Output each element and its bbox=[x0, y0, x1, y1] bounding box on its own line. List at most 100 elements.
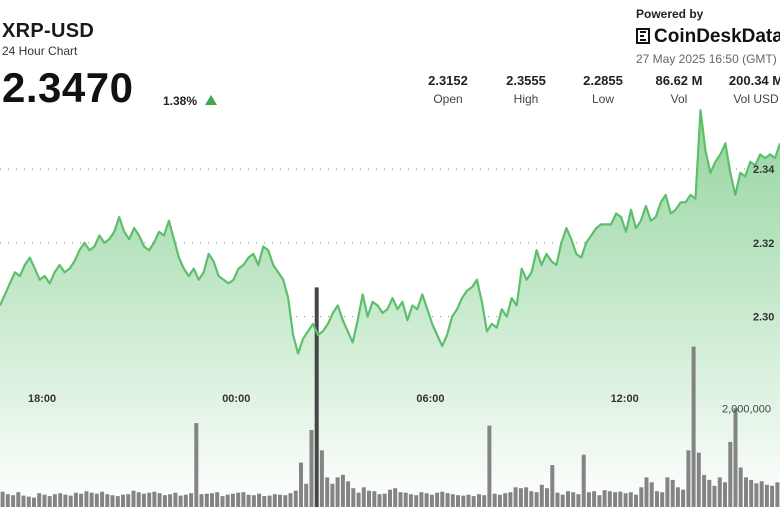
volume-bar bbox=[566, 491, 570, 507]
volume-bar bbox=[660, 492, 665, 507]
volume-bar bbox=[670, 479, 675, 507]
volume-bar bbox=[555, 492, 560, 507]
volume-bar bbox=[424, 493, 429, 507]
price-area-fill bbox=[0, 110, 780, 507]
volume-bar bbox=[189, 493, 194, 507]
up-arrow-icon bbox=[205, 95, 217, 105]
volume-bar bbox=[173, 492, 178, 507]
volume-bar bbox=[94, 493, 99, 507]
stat-label: Open bbox=[433, 92, 463, 106]
volume-bar bbox=[47, 496, 52, 507]
volume-bar bbox=[414, 495, 419, 507]
volume-bar bbox=[89, 492, 94, 507]
volume-bar bbox=[466, 494, 471, 507]
volume-bar bbox=[304, 483, 309, 507]
volume-bar bbox=[675, 487, 680, 507]
volume-bar bbox=[702, 474, 707, 507]
volume-bar bbox=[141, 493, 146, 507]
stat-label: Low bbox=[591, 92, 614, 106]
volume-bar bbox=[613, 492, 618, 507]
volume-bar bbox=[131, 490, 136, 507]
volume-bar bbox=[634, 494, 638, 507]
volume-bar bbox=[346, 481, 351, 507]
volume-bar bbox=[581, 454, 586, 507]
price-line-group bbox=[0, 109, 780, 355]
volume-bar bbox=[529, 491, 534, 507]
x-tick-label: 00:00 bbox=[222, 393, 250, 405]
volume-bar bbox=[204, 493, 209, 507]
volume-bar bbox=[257, 493, 262, 507]
axis-labels: 2.30 2.32 2.34 18:00 00:00 06:00 12:00 2,000,00… bbox=[28, 164, 775, 415]
volume-bar bbox=[0, 491, 5, 507]
volume-bar bbox=[319, 450, 324, 507]
volume-bar bbox=[440, 491, 445, 507]
timestamp: 27 May 2025 16:50 (GMT) bbox=[636, 52, 777, 66]
volume-bar bbox=[518, 488, 523, 507]
volume-bar bbox=[157, 493, 162, 507]
volume-bar bbox=[461, 495, 466, 507]
volume-bar bbox=[712, 485, 717, 507]
volume-bar bbox=[539, 484, 544, 507]
volume-bar bbox=[11, 495, 16, 507]
volume-bar bbox=[168, 494, 173, 507]
volume-bar bbox=[73, 492, 78, 507]
volume-bar bbox=[398, 492, 403, 507]
volume-bar bbox=[361, 487, 366, 507]
volume-bar bbox=[764, 484, 769, 507]
y-tick-label: 2.32 bbox=[753, 238, 774, 250]
volume-bar bbox=[586, 492, 591, 507]
volume-bar bbox=[382, 493, 387, 507]
y-tick-label: 2.30 bbox=[753, 312, 774, 324]
volume-bar bbox=[340, 474, 345, 507]
volume-bar bbox=[367, 490, 371, 507]
stat-label: Vol USD bbox=[733, 92, 779, 106]
volume-bar bbox=[435, 492, 440, 507]
volume-bar bbox=[220, 496, 225, 507]
symbol-title: XRP-USD bbox=[2, 20, 95, 42]
volume-bar bbox=[356, 492, 361, 507]
volume-bar bbox=[121, 494, 125, 507]
volume-bar bbox=[21, 495, 26, 507]
volume-bar bbox=[602, 490, 607, 507]
volume-bar bbox=[68, 495, 73, 507]
volume-bar bbox=[759, 481, 764, 507]
volume-bar bbox=[450, 494, 455, 507]
volume-bar bbox=[492, 493, 497, 507]
volume-bar bbox=[288, 493, 293, 507]
volume-bar bbox=[37, 493, 42, 507]
volume-bar bbox=[299, 462, 303, 507]
volume-bar bbox=[717, 477, 722, 507]
volume-bar bbox=[471, 496, 476, 507]
volume-bar bbox=[388, 489, 392, 507]
chart-subtitle: 24 Hour Chart bbox=[2, 44, 78, 58]
volume-bar bbox=[162, 495, 167, 507]
volume-bar bbox=[408, 494, 413, 507]
volume-bar bbox=[545, 488, 549, 507]
volume-bar bbox=[477, 494, 481, 507]
volume-bar bbox=[534, 492, 539, 507]
volume-bar bbox=[84, 491, 89, 507]
volume-bar bbox=[403, 492, 408, 507]
y-tick-label: 2.34 bbox=[753, 164, 775, 176]
stat-open: 2.3152 Open bbox=[408, 73, 488, 106]
volume-bar bbox=[770, 485, 775, 507]
stat-value: 2.3152 bbox=[428, 73, 468, 88]
volume-bar bbox=[225, 494, 230, 507]
volume-bar bbox=[136, 492, 141, 507]
volume-bar bbox=[592, 491, 597, 507]
volume-bar bbox=[105, 494, 110, 507]
volume-bar bbox=[754, 483, 759, 507]
volume-bar bbox=[325, 477, 330, 507]
volume-bar bbox=[309, 430, 314, 507]
price-area bbox=[0, 110, 780, 507]
volume-bar bbox=[236, 492, 241, 507]
stat-label: Vol bbox=[670, 92, 688, 106]
stat-vol: 86.62 M Vol bbox=[639, 73, 719, 106]
stat-low: 2.2855 Low bbox=[563, 73, 643, 106]
volume-bar bbox=[744, 477, 748, 507]
x-tick-label: 12:00 bbox=[611, 393, 639, 405]
volume-bar bbox=[728, 441, 733, 507]
volume-bar bbox=[199, 494, 204, 507]
volume-bar bbox=[576, 494, 581, 507]
volume-bar bbox=[115, 496, 120, 507]
